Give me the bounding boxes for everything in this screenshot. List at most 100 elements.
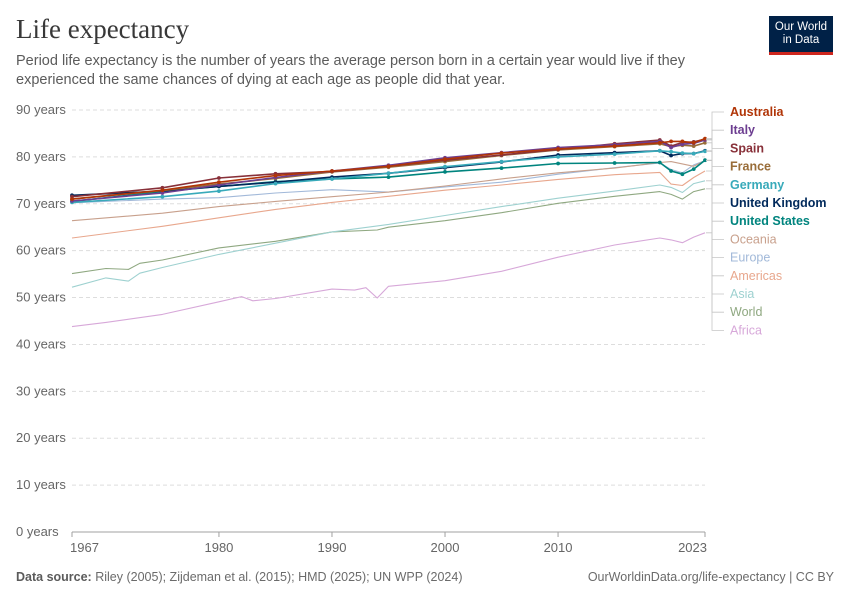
x-tick-label: 1980 bbox=[204, 540, 233, 555]
series-line[interactable] bbox=[71, 170, 706, 239]
legend-label-united-states[interactable]: United States bbox=[730, 214, 810, 228]
series-world[interactable] bbox=[71, 188, 706, 275]
data-point[interactable] bbox=[499, 166, 504, 171]
data-point[interactable] bbox=[703, 136, 707, 141]
data-point[interactable] bbox=[657, 140, 662, 145]
legend-label-france[interactable]: France bbox=[730, 160, 771, 174]
data-point[interactable] bbox=[556, 147, 560, 151]
data-point[interactable] bbox=[499, 151, 504, 156]
data-point[interactable] bbox=[217, 176, 221, 180]
data-point[interactable] bbox=[680, 172, 685, 177]
legend-connector bbox=[706, 160, 724, 240]
x-tick-label: 1967 bbox=[70, 540, 99, 555]
data-point[interactable] bbox=[70, 197, 74, 202]
series-line[interactable] bbox=[71, 160, 706, 222]
footer-source: Data source: Riley (2005); Zijdeman et a… bbox=[16, 570, 463, 584]
data-point[interactable] bbox=[669, 139, 673, 144]
series-europe[interactable] bbox=[71, 160, 706, 204]
data-point[interactable] bbox=[612, 152, 617, 157]
data-point[interactable] bbox=[217, 189, 221, 194]
data-point[interactable] bbox=[657, 160, 662, 165]
data-point[interactable] bbox=[386, 171, 391, 176]
data-point[interactable] bbox=[669, 153, 673, 158]
legend-label-europe[interactable]: Europe bbox=[730, 251, 770, 265]
data-point[interactable] bbox=[273, 181, 278, 186]
data-point[interactable] bbox=[612, 144, 617, 149]
data-point[interactable] bbox=[657, 148, 662, 153]
data-point[interactable] bbox=[556, 161, 560, 166]
source-text: Riley (2005); Zijdeman et al. (2015); HM… bbox=[95, 570, 463, 584]
x-tick-label: 2000 bbox=[431, 540, 460, 555]
data-point[interactable] bbox=[669, 169, 673, 173]
legend-label-australia[interactable]: Australia bbox=[730, 105, 785, 119]
legend-connector bbox=[706, 142, 724, 167]
legend-label-asia[interactable]: Asia bbox=[730, 287, 754, 301]
data-point[interactable] bbox=[691, 140, 696, 145]
source-label: Data source: bbox=[16, 570, 92, 584]
data-point[interactable] bbox=[330, 177, 334, 181]
legend-label-italy[interactable]: Italy bbox=[730, 123, 755, 137]
data-point[interactable] bbox=[703, 140, 707, 145]
series-line[interactable] bbox=[71, 142, 706, 200]
series-line[interactable] bbox=[71, 232, 706, 328]
data-point[interactable] bbox=[499, 159, 504, 164]
legend-connector bbox=[706, 150, 724, 204]
data-point[interactable] bbox=[160, 191, 165, 195]
legend-label-united-kingdom[interactable]: United Kingdom bbox=[730, 196, 827, 210]
data-point[interactable] bbox=[691, 167, 696, 172]
data-point[interactable] bbox=[443, 164, 447, 169]
line-chart: 0 years 10 years 20 years 30 years 40 years 5… bbox=[16, 102, 827, 555]
data-point[interactable] bbox=[443, 157, 447, 162]
legend-label-spain[interactable]: Spain bbox=[730, 141, 764, 155]
legend-label-americas[interactable]: Americas bbox=[730, 269, 782, 283]
series-australia[interactable] bbox=[70, 136, 707, 202]
y-tick-label: 50 years bbox=[16, 290, 66, 305]
legend-label-world[interactable]: World bbox=[730, 305, 762, 319]
data-point[interactable] bbox=[217, 180, 221, 185]
data-point[interactable] bbox=[330, 169, 334, 173]
owid-logo[interactable]: Our World in Data bbox=[769, 16, 833, 55]
data-point[interactable] bbox=[669, 149, 673, 154]
data-point[interactable] bbox=[703, 158, 707, 163]
legend-label-oceania[interactable]: Oceania bbox=[730, 232, 777, 246]
legend-connector bbox=[706, 138, 724, 149]
data-point[interactable] bbox=[680, 142, 685, 147]
data-point[interactable] bbox=[691, 144, 696, 149]
data-point[interactable] bbox=[612, 161, 617, 165]
series-line[interactable] bbox=[71, 188, 706, 275]
legend-connector bbox=[706, 160, 724, 258]
data-point[interactable] bbox=[703, 149, 707, 154]
logo-line-2: in Data bbox=[782, 34, 820, 46]
series-line[interactable] bbox=[71, 180, 706, 288]
series-germany[interactable] bbox=[70, 148, 707, 205]
data-point[interactable] bbox=[160, 194, 165, 199]
data-point[interactable] bbox=[669, 145, 673, 150]
series-asia[interactable] bbox=[71, 180, 706, 288]
legend-label-africa[interactable]: Africa bbox=[730, 323, 762, 337]
data-point[interactable] bbox=[691, 151, 696, 156]
data-point[interactable] bbox=[217, 183, 221, 187]
data-point[interactable] bbox=[680, 151, 685, 156]
data-point[interactable] bbox=[680, 139, 685, 144]
data-point[interactable] bbox=[386, 164, 391, 169]
series-italy[interactable] bbox=[70, 138, 707, 203]
data-point[interactable] bbox=[556, 155, 560, 159]
data-point[interactable] bbox=[160, 188, 165, 193]
data-point[interactable] bbox=[386, 175, 391, 180]
y-tick-label: 10 years bbox=[16, 477, 66, 492]
footer-url[interactable]: OurWorldinData.org/life-expectancy | CC … bbox=[587, 570, 834, 584]
data-point[interactable] bbox=[273, 173, 278, 178]
y-tick-label: 90 years bbox=[16, 102, 66, 117]
y-tick-label: 20 years bbox=[16, 430, 66, 445]
legend-connector bbox=[706, 232, 724, 331]
data-point[interactable] bbox=[443, 170, 447, 174]
legend-label-germany[interactable]: Germany bbox=[730, 178, 784, 192]
chart-title: Life expectancy bbox=[16, 14, 190, 44]
legend: Australia Italy Spain France Germany United K… bbox=[706, 105, 827, 337]
chart-subtitle: Period life expectancy is the number of … bbox=[16, 53, 685, 88]
series-africa[interactable] bbox=[71, 232, 706, 328]
legend-connector bbox=[706, 111, 724, 139]
series-americas[interactable] bbox=[71, 170, 706, 239]
series-line[interactable] bbox=[71, 160, 706, 204]
series-oceania[interactable] bbox=[71, 160, 706, 222]
